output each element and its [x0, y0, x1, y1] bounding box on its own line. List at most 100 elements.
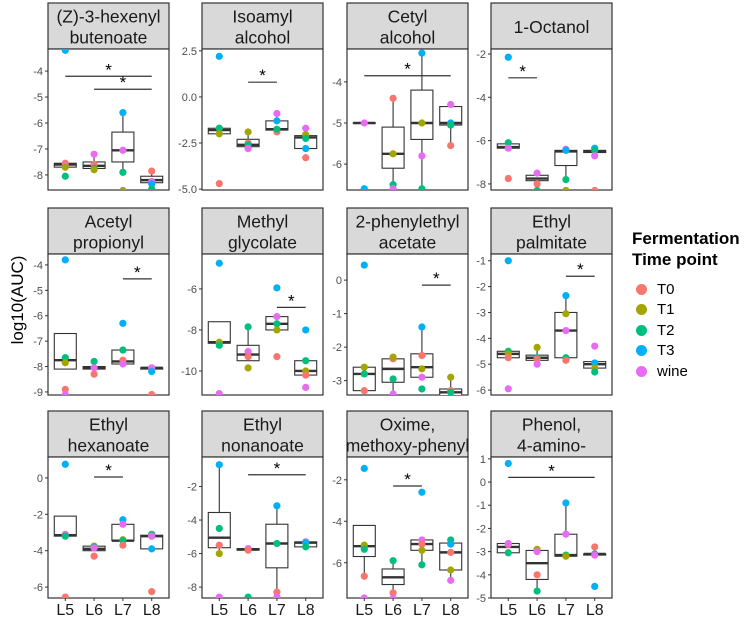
- data-point-T2: [119, 346, 127, 354]
- y-tick-label: -4: [332, 516, 342, 528]
- facet-title: alcohol: [235, 28, 290, 48]
- legend-title-line: Time point: [632, 250, 718, 269]
- facet-title: butenoate: [70, 28, 148, 48]
- data-point-wine: [148, 532, 156, 540]
- data-point-wine: [244, 347, 252, 356]
- data-point-T0: [418, 351, 426, 360]
- facet-title: Oxime,: [380, 415, 435, 435]
- legend-dot-icon: [636, 304, 647, 316]
- data-point-T2: [273, 320, 281, 328]
- data-point-T3: [562, 292, 570, 300]
- y-tick-label: -4: [476, 333, 486, 345]
- significance-star: *: [433, 269, 440, 288]
- legend-dot-icon: [636, 365, 647, 377]
- panel-marks: [53, 460, 164, 598]
- data-point-wine: [361, 399, 368, 406]
- y-tick-label: -4: [332, 77, 342, 89]
- y-tick-label: 0.0: [182, 92, 197, 104]
- y-tick-label: -2: [332, 342, 342, 354]
- data-point-wine: [447, 400, 454, 407]
- facet-title: 1-Octanol: [514, 17, 590, 37]
- data-point-wine: [562, 530, 570, 538]
- data-point-T2: [418, 185, 426, 190]
- y-tick-label: -8: [33, 170, 43, 182]
- panel-area: [490, 48, 613, 191]
- y-tick-label: -6: [332, 558, 342, 570]
- y-tick-label: -4: [476, 92, 486, 104]
- legend-item: T1: [632, 300, 740, 321]
- facet-strip: [201, 2, 324, 50]
- data-point-T2: [61, 354, 69, 362]
- data-point-T3: [119, 319, 127, 327]
- data-point-T3: [119, 109, 127, 117]
- y-tick-label: -10: [181, 366, 197, 378]
- data-point-wine: [389, 594, 397, 598]
- y-tick-label: -6: [187, 284, 197, 296]
- data-point-T0: [273, 588, 281, 596]
- y-tick-label: -6: [332, 159, 342, 171]
- y-tick-label: -2.5: [178, 138, 197, 150]
- facet-title: alcohol: [380, 28, 435, 48]
- y-tick-label: -3: [332, 376, 342, 388]
- legend-dot-icon: [636, 345, 647, 357]
- data-point-wine: [418, 152, 426, 160]
- facet-title: Cetyl: [388, 7, 428, 27]
- data-point-T3: [504, 257, 512, 265]
- significance-star: *: [288, 291, 295, 310]
- data-point-T1: [90, 166, 98, 174]
- data-point-T2: [244, 323, 252, 331]
- facet-strip: [490, 207, 613, 255]
- x-tick-label: L7: [268, 602, 286, 619]
- data-point-T3: [273, 117, 281, 125]
- data-point-T2: [215, 524, 223, 533]
- data-point-T3: [360, 464, 368, 473]
- y-tick-label: -6: [187, 549, 197, 561]
- data-point-T3: [591, 582, 599, 591]
- panel-marks: [207, 52, 318, 188]
- data-point-wine: [273, 312, 281, 321]
- facet-title: methoxy-phenyl: [346, 436, 470, 456]
- x-tick-label: L7: [557, 602, 575, 619]
- data-point-T1: [562, 552, 570, 560]
- data-point-T0: [360, 387, 368, 395]
- facet-title: Phenol,: [522, 415, 581, 435]
- data-point-T1: [418, 365, 426, 373]
- significance-star: *: [259, 66, 266, 85]
- panel-marks: [53, 49, 164, 190]
- y-tick-label: -4: [33, 66, 43, 78]
- data-point-T3: [215, 259, 223, 267]
- data-point-T2: [273, 125, 281, 133]
- data-point-wine: [447, 100, 455, 109]
- data-point-T2: [273, 539, 281, 548]
- x-tick-label: L6: [528, 602, 546, 619]
- data-point-wine: [302, 124, 310, 132]
- y-tick-label: -6: [476, 385, 486, 397]
- data-point-wine: [504, 539, 512, 548]
- data-point-T2: [591, 368, 599, 376]
- panel-marks: [496, 53, 607, 190]
- y-tick-label: -2: [332, 475, 342, 487]
- data-point-T3: [61, 256, 69, 264]
- data-point-T0: [148, 167, 156, 175]
- legend-item: wine: [632, 361, 740, 382]
- data-point-T1: [61, 163, 69, 171]
- data-point-T0: [533, 355, 541, 363]
- data-point-T3: [215, 461, 223, 469]
- data-point-T0: [504, 354, 512, 362]
- significance-star: *: [519, 62, 526, 81]
- data-point-T2: [533, 186, 541, 190]
- facet-strip: [47, 410, 170, 458]
- data-point-T3: [562, 499, 570, 507]
- data-point-T3: [418, 49, 426, 57]
- y-tick-label: -4: [187, 515, 197, 527]
- x-tick-label: L8: [297, 602, 315, 619]
- box: [554, 311, 578, 359]
- data-point-T1: [244, 128, 252, 136]
- facet-title: Ethyl: [532, 212, 571, 232]
- data-point-T3: [504, 53, 512, 61]
- x-tick-label: L8: [143, 602, 161, 619]
